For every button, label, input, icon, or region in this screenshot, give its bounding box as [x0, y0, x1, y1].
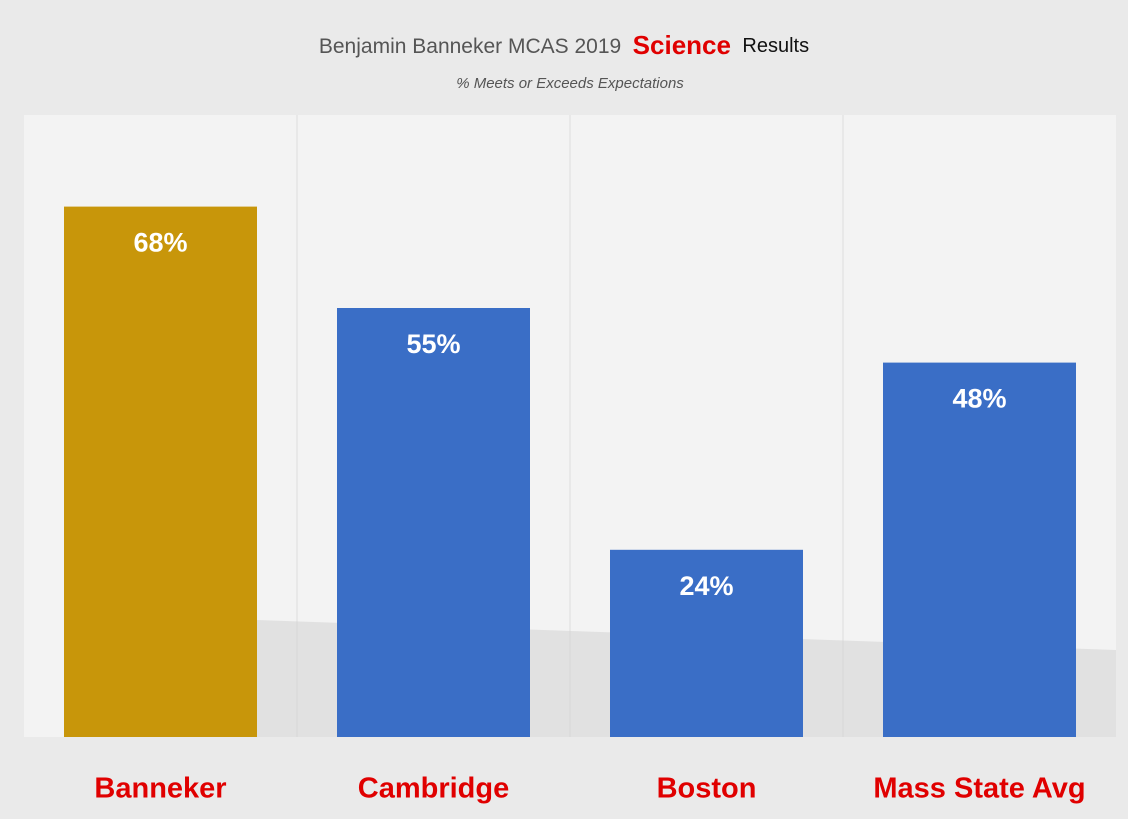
- x-tick-label: Banneker: [94, 773, 226, 805]
- x-tick-label: Cambridge: [358, 773, 509, 805]
- x-tick-label: Boston: [657, 773, 757, 805]
- chart-title: Benjamin Banneker MCAS 2019 Science Resu…: [319, 30, 809, 60]
- title-part: Benjamin Banneker MCAS 2019: [319, 35, 621, 58]
- bar: [337, 308, 530, 737]
- bar: [883, 362, 1076, 737]
- value-label: 55%: [406, 329, 460, 359]
- chart-subtitle: % Meets or Exceeds Expectations: [456, 75, 684, 92]
- value-label: 24%: [679, 571, 733, 601]
- value-label: 68%: [133, 228, 187, 258]
- title-part: Results: [742, 35, 809, 57]
- x-tick-label: Mass State Avg: [873, 773, 1085, 805]
- title-part: Science: [633, 30, 731, 60]
- value-label: 48%: [952, 384, 1006, 414]
- bar: [64, 206, 257, 738]
- bar: [610, 549, 803, 737]
